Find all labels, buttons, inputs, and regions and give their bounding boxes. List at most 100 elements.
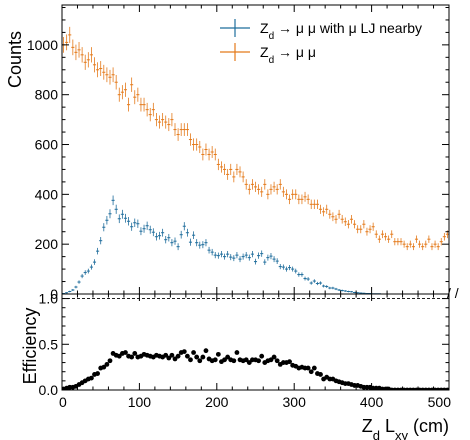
histogram-bin — [405, 243, 409, 251]
histogram-bin — [288, 194, 292, 205]
histogram-bin — [374, 230, 378, 239]
histogram-bin — [164, 236, 168, 244]
efficiency-point — [274, 358, 280, 364]
histogram-bin — [157, 115, 162, 129]
histogram-bin — [362, 220, 366, 229]
histogram-bin — [105, 67, 109, 83]
histogram-bin — [151, 228, 155, 237]
histogram-bin — [102, 64, 106, 80]
histogram-bin — [300, 272, 304, 277]
y-tick-label: 0.0 — [39, 382, 59, 398]
efficiency-point — [246, 360, 252, 365]
histogram-bin — [139, 97, 143, 112]
histogram-bin — [275, 184, 279, 195]
series-all — [62, 26, 449, 251]
histogram-bin — [380, 230, 384, 239]
histogram-bin — [241, 253, 245, 260]
efficiency-point — [305, 365, 311, 371]
histogram-bin — [318, 204, 323, 214]
histogram-bin — [393, 238, 397, 246]
histogram-bin — [145, 102, 149, 117]
histogram-bin — [309, 281, 313, 285]
histogram-bin — [288, 265, 292, 271]
histogram-bin — [238, 256, 242, 263]
histogram-bin — [145, 221, 149, 230]
histogram-bin — [105, 215, 109, 225]
efficiency-point — [222, 357, 227, 363]
histogram-bin — [83, 270, 87, 275]
histogram-bin — [192, 138, 196, 151]
histogram-bin — [142, 224, 146, 233]
histogram-bin — [235, 252, 239, 259]
efficiency-point — [163, 352, 169, 358]
histogram-bin — [275, 258, 279, 264]
histogram-bin — [139, 227, 143, 236]
y-tick-label: 600 — [35, 137, 59, 153]
y-tick-label: 1.0 — [39, 291, 59, 307]
counts-frame — [61, 4, 450, 295]
efficiency-point — [243, 357, 249, 363]
histogram-bin — [235, 163, 239, 176]
histogram-bin — [179, 230, 183, 239]
histogram-bin — [182, 123, 186, 136]
histogram-bin — [92, 259, 97, 265]
efficiency-point — [225, 354, 231, 360]
svg-text:/ /: / / — [447, 285, 459, 301]
histogram-bin — [266, 254, 270, 261]
histogram-bin — [154, 232, 158, 241]
histogram-bin — [322, 207, 326, 217]
histogram-bin — [127, 97, 131, 112]
efficiency-point — [445, 387, 449, 390]
histogram-bin — [188, 238, 193, 246]
histogram-bin — [148, 225, 152, 234]
legend-item: Zd → μ μ — [220, 43, 316, 66]
histogram-bin — [325, 204, 329, 214]
histogram-bin — [219, 161, 223, 173]
histogram-bin — [173, 237, 177, 245]
histogram-bin — [96, 62, 100, 78]
histogram-bin — [219, 250, 223, 258]
histogram-bin — [229, 163, 233, 176]
histogram-bin — [86, 52, 90, 68]
histogram-bin — [430, 243, 434, 251]
y-tick-label: 800 — [35, 87, 59, 103]
histogram-bin — [291, 266, 295, 272]
efficiency-point — [271, 354, 277, 360]
histogram-bin — [216, 252, 220, 259]
histogram-bin — [108, 209, 112, 219]
histogram-bin — [315, 281, 319, 286]
efficiency-point — [104, 362, 110, 367]
histogram-bin — [291, 189, 295, 200]
histogram-bin — [334, 214, 338, 224]
histogram-bin — [170, 113, 174, 127]
histogram-bin — [343, 217, 347, 226]
histogram-bin — [433, 240, 437, 248]
histogram-bin — [402, 240, 406, 248]
histogram-bin — [399, 238, 403, 246]
histogram-bin — [120, 209, 124, 219]
legend-item: Zd → μ μ with μ LJ nearby — [220, 19, 422, 42]
histogram-bin — [414, 235, 419, 243]
histogram-bin — [281, 264, 285, 270]
histogram-bin — [111, 195, 115, 206]
histogram-bin — [80, 273, 84, 279]
histogram-bin — [130, 77, 134, 92]
efficiency-point — [308, 369, 314, 375]
histogram-bin — [387, 235, 391, 243]
x-tick-label: 300 — [283, 394, 307, 410]
x-tick-label: 200 — [205, 394, 229, 410]
y-tick-label: 0.5 — [39, 336, 59, 352]
histogram-bin — [257, 252, 261, 259]
histogram-bin — [272, 256, 276, 263]
histogram-bin — [244, 252, 248, 259]
histogram-bin — [204, 143, 208, 156]
histogram-bin — [349, 291, 354, 293]
histogram-bin — [210, 248, 214, 256]
histogram-bin — [130, 222, 134, 231]
histogram-bin — [343, 290, 347, 292]
histogram-bin — [232, 255, 236, 262]
efficiency-point — [95, 371, 101, 376]
histogram-bin — [322, 284, 326, 288]
histogram-bin — [309, 199, 313, 210]
histogram-bin — [142, 97, 146, 112]
